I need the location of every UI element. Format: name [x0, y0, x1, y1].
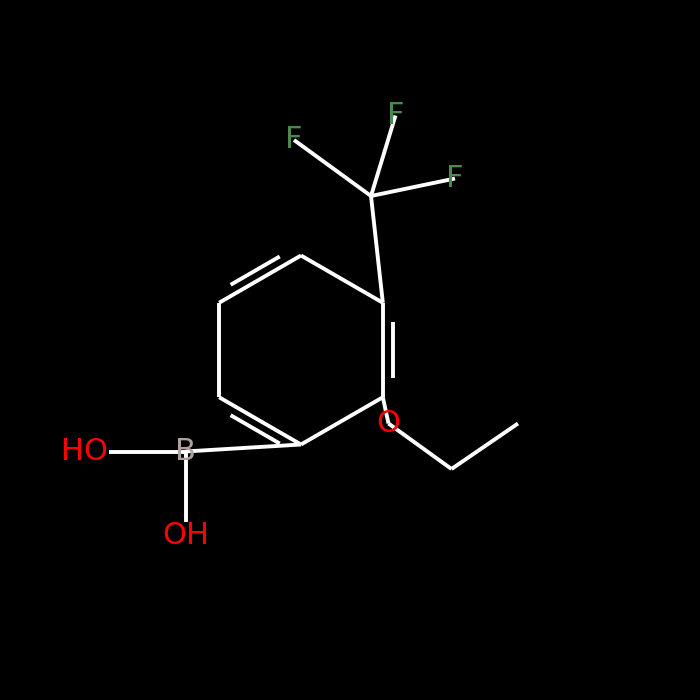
Text: F: F — [286, 125, 302, 155]
Text: OH: OH — [162, 522, 209, 550]
Text: B: B — [175, 437, 196, 466]
Text: O: O — [377, 409, 400, 438]
Text: F: F — [447, 164, 463, 193]
Text: HO: HO — [62, 437, 108, 466]
Text: F: F — [386, 101, 404, 130]
